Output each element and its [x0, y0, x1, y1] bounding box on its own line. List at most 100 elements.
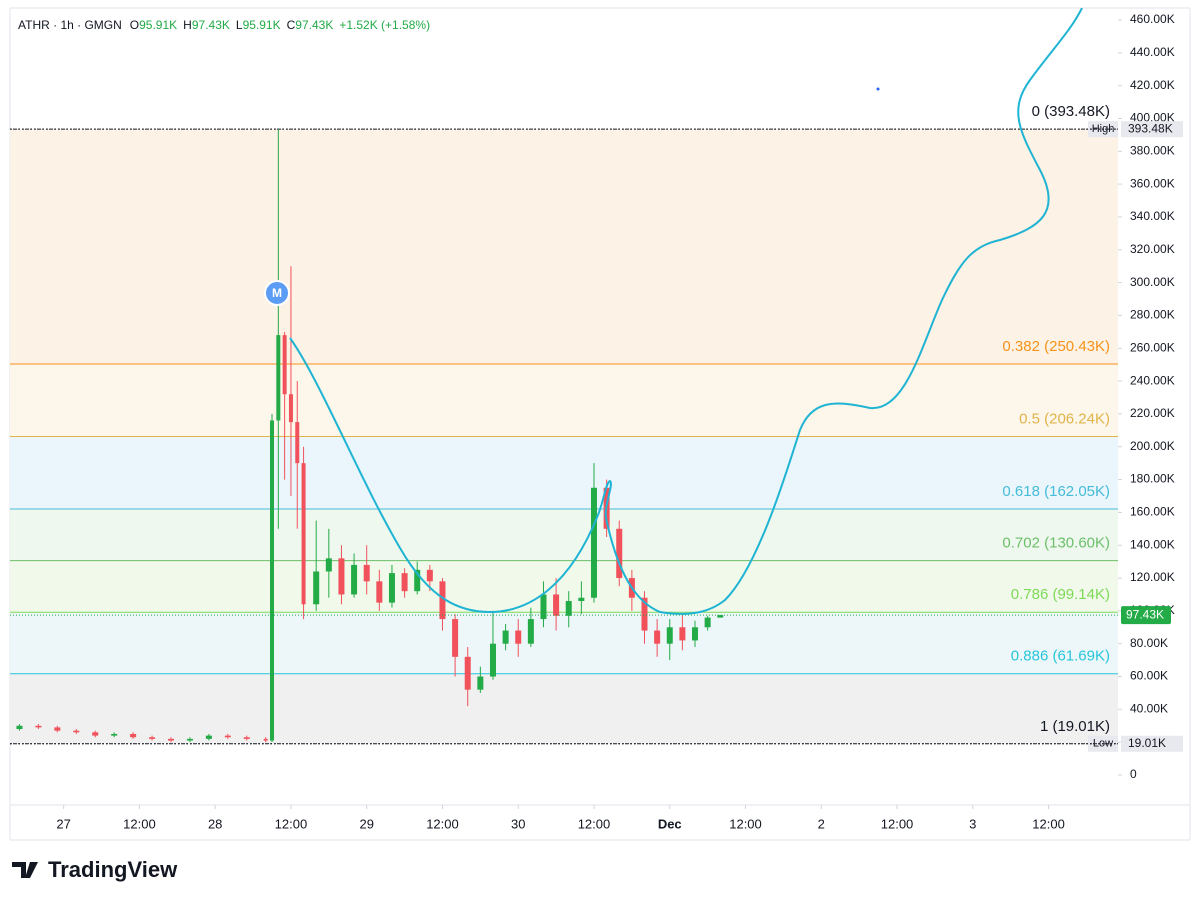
- header-text: 95.91K: [243, 18, 281, 32]
- x-tick-label: 12:00: [881, 816, 914, 831]
- x-tick-label: 2: [818, 816, 825, 831]
- y-tick-label: 300.00K: [1130, 275, 1175, 289]
- fib-label: 0.382 (250.43K): [1002, 338, 1110, 355]
- candle-body: [502, 630, 509, 644]
- header-text: 95.91K: [139, 18, 177, 32]
- x-tick-label: 27: [56, 816, 70, 831]
- candle-body: [704, 617, 711, 628]
- brand: TradingView: [12, 857, 178, 882]
- candle-body: [477, 676, 484, 690]
- x-tick-label: 29: [359, 816, 373, 831]
- y-tick-label: 320.00K: [1130, 242, 1175, 256]
- header-text: ATHR · 1h · GMGN: [18, 18, 122, 32]
- candle-body: [186, 738, 193, 741]
- candle-body: [414, 569, 421, 592]
- candle-body: [130, 733, 137, 738]
- fib-label: 0.618 (162.05K): [1002, 483, 1110, 500]
- candle-body: [263, 738, 268, 741]
- candle-body: [149, 737, 156, 739]
- fib-label: 1 (19.01K): [1040, 718, 1110, 735]
- candle-body: [527, 619, 534, 644]
- tag-value: 393.48K: [1128, 121, 1173, 135]
- fib-label: 0 (393.48K): [1032, 103, 1110, 120]
- y-tick-label: 80.00K: [1130, 636, 1168, 650]
- brand-name: TradingView: [48, 857, 178, 882]
- candle-body: [270, 420, 275, 741]
- axes: 0 (393.48K) 0.382 (250.43K) 0.5 (206.24K) 0…: [10, 12, 1190, 831]
- y-tick-label: 380.00K: [1130, 143, 1175, 157]
- marker-label: M: [272, 286, 282, 300]
- candle-body: [666, 627, 673, 644]
- candle-body: [641, 597, 648, 631]
- candle-body: [288, 394, 293, 423]
- fib-band: [10, 129, 1118, 364]
- y-tick-label: 0: [1130, 767, 1137, 781]
- x-tick-label: 12:00: [578, 816, 611, 831]
- candle-body: [590, 487, 597, 598]
- candle-body: [295, 422, 300, 464]
- candle-body: [313, 571, 320, 605]
- header-text: 97.43K: [192, 18, 230, 32]
- fib-band: [10, 509, 1118, 561]
- candle-body: [439, 581, 446, 620]
- y-tick-label: 180.00K: [1130, 472, 1175, 486]
- x-tick-label: 30: [511, 816, 525, 831]
- marker-circle: [264, 280, 290, 306]
- candle-body: [692, 627, 699, 641]
- candle-body: [578, 597, 585, 602]
- y-tick-label: 400.00K: [1130, 111, 1175, 125]
- candle-body: [92, 732, 99, 736]
- brand-logo: [12, 862, 38, 878]
- y-tick-label: 340.00K: [1130, 209, 1175, 223]
- fib-band: [10, 363, 1118, 437]
- fib-band: [10, 673, 1118, 744]
- y-tick-label: 140.00K: [1130, 537, 1175, 551]
- header-text: +1.52K (+1.58%): [339, 18, 430, 32]
- drawing-dot: [876, 87, 880, 91]
- candle-body: [616, 528, 623, 579]
- candle-body: [282, 335, 287, 395]
- header-text: O: [130, 18, 139, 32]
- y-tick-label: 160.00K: [1130, 505, 1175, 519]
- candle-body: [376, 581, 383, 603]
- candle-body: [16, 725, 23, 730]
- candle-body: [489, 643, 496, 677]
- y-tick-label: 60.00K: [1130, 669, 1168, 683]
- candle-body: [338, 558, 345, 595]
- candle-body: [426, 569, 433, 582]
- candle-body: [363, 564, 370, 582]
- y-tick-label: 360.00K: [1130, 176, 1175, 190]
- last-price-label: 97.43K: [1126, 607, 1164, 621]
- candle-body: [717, 615, 724, 618]
- candle-body: [111, 733, 118, 736]
- y-tick-label: 120.00K: [1130, 570, 1175, 584]
- candle-body: [515, 630, 522, 644]
- fib-bands: [10, 129, 1118, 744]
- candle-body: [654, 630, 661, 644]
- candle-body: [167, 738, 174, 741]
- header-text: L: [236, 18, 243, 32]
- y-tick-label: 260.00K: [1130, 340, 1175, 354]
- y-tick-label: 240.00K: [1130, 373, 1175, 387]
- x-tick-label: 28: [208, 816, 222, 831]
- header-text: H: [183, 18, 192, 32]
- fib-band: [10, 560, 1118, 613]
- trend-drawing: [289, 8, 1083, 615]
- tag-value-box: [1121, 121, 1183, 138]
- x-tick-label: 3: [969, 816, 976, 831]
- candle-body: [276, 335, 281, 421]
- plot: [10, 128, 1118, 745]
- y-tick-label: 40.00K: [1130, 702, 1168, 716]
- x-tick-label: Dec: [658, 816, 682, 831]
- fib-label: 0.786 (99.14K): [1011, 586, 1110, 603]
- candle-body: [679, 627, 686, 641]
- x-tick-label: 12:00: [275, 816, 308, 831]
- last-price-box: [1121, 606, 1171, 625]
- x-tick-label: 12:00: [729, 816, 762, 831]
- x-tick-label: 12:00: [426, 816, 459, 831]
- x-tick-label: 12:00: [123, 816, 156, 831]
- y-tick-label: 280.00K: [1130, 308, 1175, 322]
- fib-label: 0.5 (206.24K): [1019, 410, 1110, 427]
